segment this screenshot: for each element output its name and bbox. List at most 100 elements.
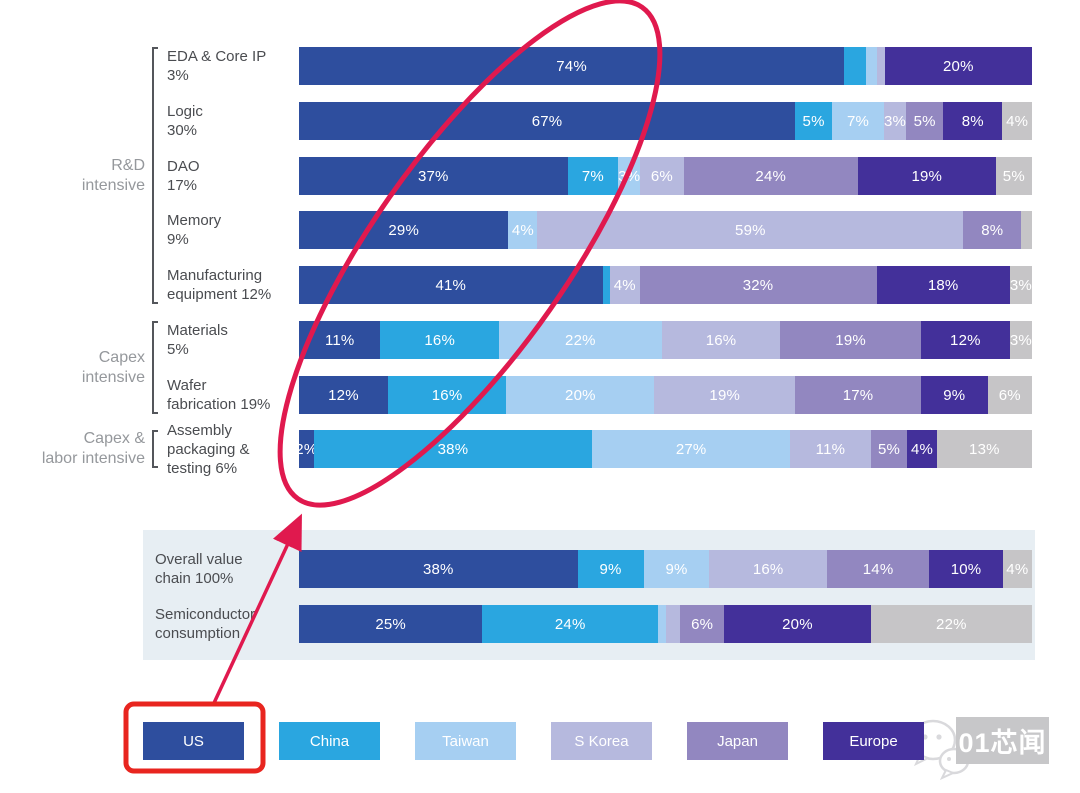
bar-segment-us: 12%	[299, 376, 388, 414]
bar-segment-japan: 8%	[963, 211, 1022, 249]
segment-label: 3%	[1009, 276, 1032, 294]
segment-label: 25%	[375, 615, 406, 633]
row-label: Wafer fabrication 19%	[167, 377, 271, 413]
bar-segment-s_korea	[665, 605, 681, 643]
segment-label: 13%	[969, 440, 1000, 458]
bar-segment-europe: 9%	[920, 376, 988, 414]
segment-label: 6%	[650, 167, 673, 185]
segment-label: 20%	[943, 57, 974, 75]
legend-chip-label: US	[183, 732, 204, 750]
bar-segment-us: 37%	[299, 157, 568, 195]
segment-label: 20%	[565, 386, 596, 404]
bar-row: 67% 5% 7% 3% 5% 8% 4%	[299, 102, 1032, 140]
bar-segment-taiwan: 7%	[832, 102, 884, 140]
bar-segment-taiwan	[866, 47, 878, 85]
segment-label: 5%	[802, 112, 825, 130]
legend-chip-taiwan: Taiwan	[415, 722, 516, 760]
bar-segment-others: 13%	[936, 430, 1032, 468]
group-bracket	[152, 47, 158, 304]
bar-segment-china: 9%	[577, 550, 644, 588]
row-label: Memory 9%	[167, 212, 222, 248]
segment-label: 32%	[742, 276, 774, 294]
segment-label: 24%	[755, 167, 787, 185]
legend-chip-china: China	[279, 722, 380, 760]
bar-segment-others: 22%	[870, 605, 1032, 643]
bar-segment-taiwan: 9%	[643, 550, 710, 588]
bar-segment-taiwan: 27%	[592, 430, 791, 468]
bar-segment-us: 29%	[299, 211, 509, 249]
legend-chip-japan: Japan	[687, 722, 788, 760]
row-label: Overall value chain 100%	[155, 551, 243, 587]
bar-segment-s_korea: 3%	[883, 102, 907, 140]
bar-row: 2% 38% 27% 11% 5% 4% 13%	[295, 430, 1032, 468]
bar-segment-japan: 14%	[826, 550, 930, 588]
segment-label: 19%	[911, 167, 943, 185]
group-bracket	[152, 430, 158, 468]
segment-label: 22%	[565, 331, 596, 349]
legend-chip-europe: Europe	[823, 722, 924, 760]
segment-label: 3%	[618, 167, 641, 185]
bar-segment-taiwan: 3%	[618, 157, 641, 195]
bar-segment-europe: 12%	[920, 321, 1010, 359]
segment-label: 3%	[1009, 331, 1032, 349]
segment-label: 11%	[324, 331, 355, 349]
segment-label: 5%	[913, 112, 936, 130]
bar-segment-s_korea: 19%	[654, 376, 796, 414]
legend-chip-label: S Korea	[574, 732, 629, 750]
bar-segment-china: 16%	[380, 321, 499, 359]
bar-segment-japan: 24%	[683, 157, 858, 195]
bar-segment-s_korea: 59%	[537, 211, 964, 249]
segment-label: 27%	[675, 440, 707, 458]
bar-row: 25% 24% 6% 20% 22%	[299, 605, 1032, 643]
segment-label: 4%	[613, 276, 636, 294]
bar-segment-s_korea: 11%	[790, 430, 871, 468]
segment-label: 38%	[422, 560, 454, 578]
bar-segment-europe: 20%	[724, 605, 871, 643]
segment-label: 12%	[950, 331, 981, 349]
bar-segment-europe: 18%	[876, 266, 1010, 304]
segment-label: 12%	[328, 386, 359, 404]
bar-segment-china	[602, 266, 610, 304]
bar-segment-s_korea: 16%	[709, 550, 827, 588]
bar-segment-taiwan: 4%	[508, 211, 538, 249]
bar-segment-china: 5%	[795, 102, 833, 140]
segment-label: 9%	[599, 560, 622, 578]
segment-label: 38%	[437, 440, 469, 458]
segment-label: 16%	[424, 331, 455, 349]
segment-label: 16%	[752, 560, 784, 578]
bar-segment-s_korea	[877, 47, 885, 85]
segment-label: 41%	[435, 276, 467, 294]
bar-segment-us: 2%	[295, 430, 317, 468]
bar-segment-others: 4%	[1002, 102, 1032, 140]
bar-segment-others: 4%	[1002, 550, 1032, 588]
segment-label: 4%	[911, 440, 934, 458]
legend-chip-label: Taiwan	[442, 732, 489, 750]
segment-label: 14%	[862, 560, 894, 578]
bar-segment-china	[844, 47, 867, 85]
group-label: Capex intensive	[81, 349, 145, 386]
segment-label: 18%	[927, 276, 959, 294]
bar-row: 11% 16% 22% 16% 19% 12% 3%	[299, 321, 1032, 359]
group-bracket	[152, 321, 158, 414]
row-label: DAO 17%	[167, 158, 200, 194]
segment-label: 16%	[431, 386, 463, 404]
bar-segment-europe: 19%	[857, 157, 996, 195]
segment-label: 7%	[581, 167, 604, 185]
segment-label: 3%	[883, 112, 907, 130]
segment-label: 11%	[815, 440, 846, 458]
segment-label: 17%	[842, 386, 874, 404]
bar-segment-japan: 5%	[906, 102, 944, 140]
segment-label: 10%	[950, 560, 982, 578]
row-label: Semiconductor consumption	[155, 606, 256, 642]
bar-segment-europe: 4%	[907, 430, 937, 468]
bar-row: 41% 4% 32% 18% 3%	[299, 266, 1032, 304]
segment-label: 37%	[417, 167, 449, 185]
bar-segment-japan: 19%	[780, 321, 921, 359]
bar-segment-europe: 20%	[884, 47, 1032, 85]
segment-label: 6%	[998, 386, 1021, 404]
segment-label: 20%	[782, 615, 813, 633]
row-label: EDA & Core IP 3%	[167, 48, 267, 84]
segment-label: 19%	[835, 331, 866, 349]
bar-segment-china: 16%	[387, 376, 507, 414]
